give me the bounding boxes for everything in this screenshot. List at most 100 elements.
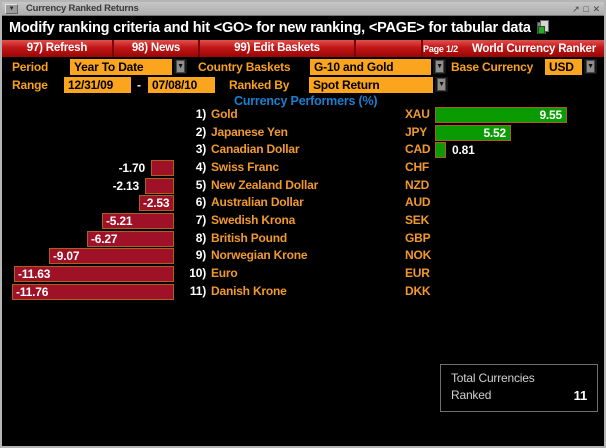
ranked-by-dropdown[interactable]: Spot Return: [309, 77, 433, 93]
chart-row[interactable]: 11) Danish Krone DKK -11.76: [2, 283, 604, 301]
chart-row[interactable]: 2) Japanese Yen JPY 5.52: [2, 124, 604, 142]
page-indicator: Page 1/2: [423, 43, 458, 54]
row-currency-name: British Pound: [211, 230, 288, 245]
bar-value: 9.55: [539, 108, 562, 122]
restore-icon[interactable]: ↗: [572, 3, 580, 14]
range-separator: -: [137, 78, 141, 92]
range-label: Range: [12, 78, 48, 92]
period-label: Period: [12, 60, 49, 74]
base-currency-dropdown-arrow[interactable]: ▼: [584, 59, 597, 74]
chart-row[interactable]: 4) Swiss Franc CHF -1.70: [2, 159, 604, 177]
chevron-down-icon: ▼: [586, 60, 595, 73]
row-currency-name: Norwegian Krone: [211, 248, 308, 263]
chart-row[interactable]: 10) Euro EUR -11.63: [2, 265, 604, 283]
base-currency-label: Base Currency: [451, 60, 534, 74]
row-currency-name: New Zealand Dollar: [211, 177, 319, 192]
row-currency-code: NZD: [405, 177, 430, 192]
negative-bar: [145, 177, 174, 194]
negative-bar: [14, 265, 174, 282]
row-rank: 6): [195, 195, 206, 210]
row-rank: 11): [189, 283, 206, 298]
row-currency-code: NOK: [405, 248, 432, 263]
total-box-line2: Ranked: [451, 388, 492, 402]
maximize-icon[interactable]: □: [583, 3, 589, 14]
range-end-field[interactable]: 07/08/10: [148, 77, 215, 93]
row-currency-name: Australian Dollar: [211, 195, 304, 210]
row-currency-name: Japanese Yen: [211, 124, 288, 139]
currency-ranking-chart: 1) Gold XAU 9.55 2) Japanese Yen JPY 5.52 3) Cana…: [2, 106, 604, 302]
message-text: Modify ranking criteria and hit <GO> for…: [9, 19, 531, 36]
row-rank: 7): [195, 212, 206, 227]
row-rank: 8): [195, 230, 206, 245]
chart-title: Currency Performers (%): [234, 94, 378, 108]
row-currency-name: Canadian Dollar: [211, 142, 300, 157]
row-currency-code: XAU: [405, 107, 430, 121]
refresh-button[interactable]: 97) Refresh: [2, 40, 114, 57]
country-baskets-label: Country Baskets: [198, 60, 291, 74]
window-title: Currency Ranked Returns: [26, 3, 139, 14]
row-currency-code: CHF: [405, 159, 430, 174]
bar-value: -5.21: [106, 213, 133, 228]
row-currency-code: DKK: [405, 283, 431, 298]
ranked-by-label: Ranked By: [229, 78, 290, 92]
country-baskets-dropdown[interactable]: G-10 and Gold: [310, 59, 431, 75]
positive-bar: [435, 107, 567, 123]
news-button[interactable]: 98) News: [114, 40, 200, 57]
negative-bar: [151, 159, 174, 176]
chart-row[interactable]: 6) Australian Dollar AUD -2.53: [2, 194, 604, 212]
edit-baskets-button[interactable]: 99) Edit Baskets: [200, 40, 356, 57]
window-titlebar: ▼ Currency Ranked Returns ↗ □ ✕: [2, 2, 604, 16]
row-currency-name: Swiss Franc: [211, 159, 279, 174]
bar-value: -11.76: [16, 284, 49, 299]
negative-bar: [87, 230, 174, 247]
row-rank: 10): [189, 265, 206, 280]
row-currency-name: Euro: [211, 265, 238, 280]
row-currency-code: JPY: [405, 124, 428, 139]
chevron-down-icon: ▼: [176, 60, 185, 73]
row-rank: 5): [195, 177, 206, 192]
country-baskets-dropdown-arrow[interactable]: ▼: [433, 59, 446, 74]
row-rank: 2): [195, 124, 206, 139]
bar-value: 0.81: [452, 143, 475, 158]
negative-bar: [139, 195, 174, 212]
chart-row[interactable]: 8) British Pound GBP -6.27: [2, 230, 604, 248]
row-currency-name: Gold: [211, 107, 238, 121]
close-icon[interactable]: ✕: [592, 3, 601, 14]
row-rank: 3): [195, 142, 206, 157]
bar-value: -2.13: [112, 178, 140, 193]
base-currency-dropdown[interactable]: USD: [545, 59, 582, 75]
row-rank: 9): [195, 248, 206, 263]
positive-bar: [435, 124, 511, 141]
range-start-field[interactable]: 12/31/09: [64, 77, 131, 93]
row-rank: 1): [195, 107, 206, 121]
red-menu-bar: 97) Refresh 98) News 99) Edit Baskets Pa…: [2, 40, 604, 57]
ranked-by-dropdown-arrow[interactable]: ▼: [435, 77, 448, 92]
copy-page-icon[interactable]: [536, 20, 550, 35]
bar-value: -2.53: [143, 196, 170, 211]
chart-row[interactable]: 5) New Zealand Dollar NZD -2.13: [2, 177, 604, 195]
chart-row[interactable]: 3) Canadian Dollar CAD 0.81: [2, 141, 604, 159]
row-currency-name: Swedish Krona: [211, 212, 296, 227]
bar-value: -6.27: [91, 231, 118, 246]
period-dropdown-arrow[interactable]: ▼: [174, 59, 187, 74]
bar-value: -1.70: [118, 160, 146, 175]
period-dropdown[interactable]: Year To Date: [70, 59, 172, 75]
negative-bar: [49, 248, 174, 265]
total-currencies-value: 11: [573, 388, 588, 403]
app-title: World Currency Ranker: [471, 42, 596, 55]
row-rank: 4): [195, 159, 206, 174]
message-bar: Modify ranking criteria and hit <GO> for…: [2, 17, 604, 38]
row-currency-code: SEK: [405, 212, 430, 227]
window-menu-button[interactable]: ▼: [5, 3, 18, 14]
negative-bar: [102, 212, 174, 229]
chevron-down-icon: ▼: [437, 78, 446, 91]
row-currency-code: EUR: [405, 265, 430, 280]
bar-value: -11.63: [18, 266, 51, 281]
bar-value: -9.07: [53, 249, 80, 264]
chart-row[interactable]: 9) Norwegian Krone NOK -9.07: [2, 247, 604, 265]
total-currencies-box: Total Currencies Ranked 11: [440, 364, 598, 412]
toolbar-right: Page 1/2 World Currency Ranker: [421, 40, 604, 57]
chart-row[interactable]: 7) Swedish Krona SEK -5.21: [2, 212, 604, 230]
chart-row[interactable]: 1) Gold XAU 9.55: [2, 106, 604, 124]
